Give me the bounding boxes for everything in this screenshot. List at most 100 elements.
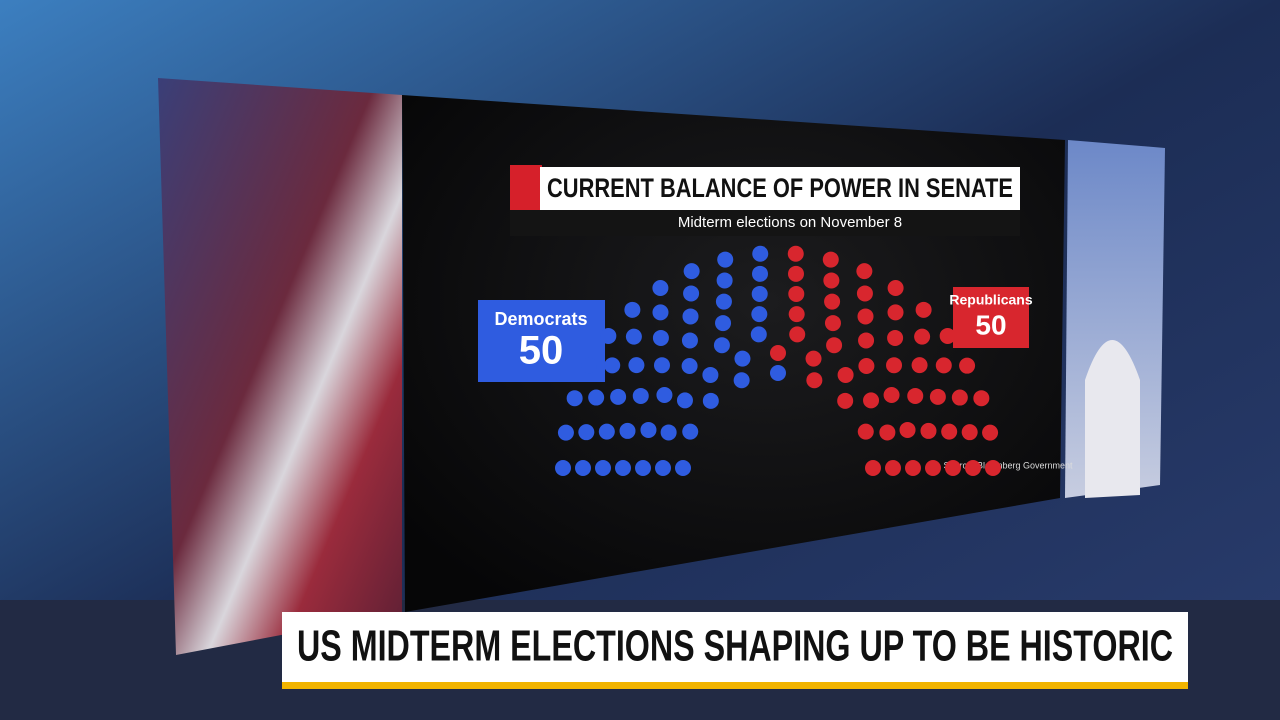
- headline: US MIDTERM ELECTIONS SHAPING UP TO BE HI…: [297, 622, 1173, 671]
- seat: [905, 460, 921, 476]
- seat: [615, 460, 631, 476]
- seat: [682, 308, 699, 325]
- seat: [887, 304, 904, 321]
- seat: [600, 327, 617, 344]
- seat: [915, 301, 932, 318]
- title-box: [540, 167, 1020, 210]
- seat: [929, 388, 946, 405]
- seat: [788, 306, 805, 323]
- seat: [752, 265, 769, 282]
- seat: [865, 460, 881, 476]
- seat: [566, 390, 583, 407]
- chart-subtitle: Midterm elections on November 8: [678, 214, 902, 231]
- seat: [624, 301, 641, 318]
- seat: [588, 389, 605, 406]
- seat: [805, 350, 822, 367]
- flag-panel: [158, 78, 402, 655]
- seat: [625, 328, 642, 345]
- seat: [655, 460, 671, 476]
- seat: [676, 392, 693, 409]
- seat: [715, 293, 732, 310]
- seat: [982, 424, 999, 441]
- seat: [575, 460, 591, 476]
- seat: [823, 272, 840, 289]
- seat: [640, 421, 657, 438]
- seat: [883, 387, 900, 404]
- seat: [595, 460, 611, 476]
- seat: [653, 357, 670, 374]
- seat: [770, 345, 786, 361]
- seat: [887, 280, 904, 297]
- seat: [826, 337, 843, 354]
- seat: [656, 387, 673, 404]
- seat: [899, 421, 916, 438]
- seat: [789, 326, 806, 343]
- seat: [961, 424, 978, 441]
- seat: [604, 357, 621, 374]
- seat: [945, 460, 961, 476]
- seat: [885, 460, 901, 476]
- seat: [580, 357, 597, 374]
- seat: [788, 285, 805, 302]
- seat: [702, 392, 719, 409]
- seat: [965, 460, 981, 476]
- seat: [652, 280, 669, 297]
- seat: [610, 388, 627, 405]
- republicans-box: [953, 287, 1029, 348]
- seat: [734, 350, 751, 367]
- seat: [907, 387, 924, 404]
- seat: [660, 424, 677, 441]
- seat: [911, 357, 928, 374]
- seat: [751, 285, 768, 302]
- value-label: 50: [519, 329, 564, 373]
- seat: [578, 424, 595, 441]
- seat: [863, 392, 880, 409]
- subtitle-box: [510, 210, 1020, 236]
- legend-label: Republicans: [949, 292, 1032, 308]
- seat: [856, 285, 873, 302]
- headline-accent: [282, 682, 1188, 689]
- seat: [751, 306, 768, 323]
- seat: [682, 423, 699, 440]
- seat: [715, 315, 732, 332]
- party-seats: [770, 245, 1001, 476]
- party-seats: [555, 245, 786, 476]
- seat: [935, 357, 952, 374]
- seat: [951, 389, 968, 406]
- chart-title: CURRENT BALANCE OF POWER IN SENATE: [547, 173, 1013, 203]
- title-accent: [510, 165, 542, 210]
- seat: [652, 304, 669, 321]
- legend-label: Democrats: [494, 309, 587, 329]
- seat: [713, 337, 730, 354]
- seat: [824, 293, 841, 310]
- seat: [858, 357, 875, 374]
- seat: [557, 424, 574, 441]
- seat: [914, 328, 931, 345]
- seat-chart: [555, 245, 1001, 476]
- seat: [750, 326, 767, 343]
- seat: [973, 390, 990, 407]
- seat: [959, 357, 976, 374]
- seat: [555, 460, 571, 476]
- seat: [985, 460, 1001, 476]
- seat: [652, 329, 669, 346]
- seat: [787, 245, 804, 262]
- seat: [635, 460, 651, 476]
- seat: [683, 263, 700, 280]
- seat: [632, 387, 649, 404]
- chart-source: Source: Bloomberg Government: [943, 460, 1073, 470]
- capitol-dome: [1085, 340, 1140, 498]
- seat: [702, 366, 719, 383]
- seat: [822, 251, 839, 268]
- seat: [598, 423, 615, 440]
- seat: [939, 327, 956, 344]
- seat: [717, 251, 734, 268]
- seat: [837, 366, 854, 383]
- seat: [770, 365, 786, 381]
- seat: [752, 245, 769, 262]
- seat: [683, 285, 700, 302]
- seat: [619, 422, 636, 439]
- value-label: 50: [975, 309, 1006, 340]
